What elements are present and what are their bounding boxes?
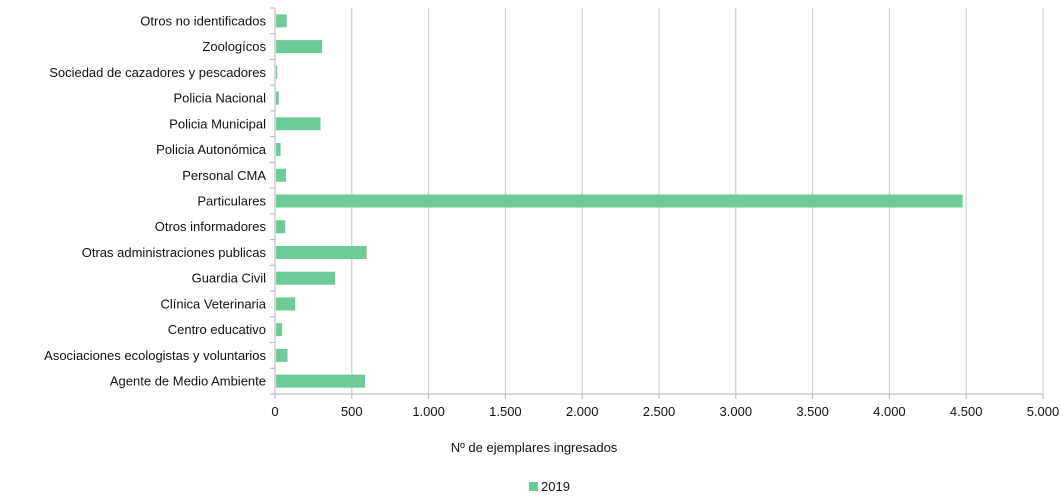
legend: 2019 [529, 479, 570, 494]
category-label: Zoologícos [202, 39, 266, 54]
bar [276, 168, 286, 182]
category-label: Otros informadores [155, 219, 267, 234]
x-tick-label: 4.000 [873, 404, 906, 419]
category-label: Particulares [197, 194, 266, 209]
bar [276, 91, 279, 105]
bar [276, 245, 367, 259]
category-label: Otras administraciones publicas [82, 245, 267, 260]
bar [276, 271, 336, 285]
legend-swatch [529, 482, 538, 491]
bar [276, 40, 323, 54]
bar [276, 65, 278, 79]
bar [276, 297, 296, 311]
category-label: Personal CMA [182, 168, 266, 183]
x-tick-label: 4.500 [950, 404, 983, 419]
category-label: Policia Nacional [174, 91, 267, 106]
bars [276, 14, 963, 388]
category-label: Policia Autonómica [156, 142, 267, 157]
bar [276, 14, 287, 28]
bar [276, 220, 286, 234]
bar [276, 194, 963, 208]
category-labels: Otros no identificados Zoologícos Sociedad… [44, 13, 267, 388]
category-label: Asociaciones ecologistas y voluntarios [44, 348, 266, 363]
x-axis-title: Nº de ejemplares ingresados [451, 440, 618, 455]
x-tick-label: 3.000 [720, 404, 753, 419]
legend-label-2019: 2019 [541, 479, 570, 494]
x-tick-label: 2.500 [643, 404, 676, 419]
category-label: Centro educativo [168, 322, 266, 337]
x-tick-label: 2.000 [566, 404, 599, 419]
x-tick-label: 3.500 [796, 404, 829, 419]
bar [276, 143, 281, 157]
bar [276, 117, 321, 131]
category-label: Guardia Civil [192, 271, 267, 286]
x-tick-label: 0 [271, 404, 278, 419]
x-tick-labels: 0 500 1.000 1.500 2.000 2.500 3.000 3.500 4.000 4… [271, 404, 1059, 419]
bar [276, 348, 288, 362]
x-tick-label: 500 [341, 404, 363, 419]
bar [276, 374, 366, 388]
x-tick-label: 1.000 [412, 404, 445, 419]
category-label: Policia Municipal [169, 116, 266, 131]
category-label: Clínica Veterinaria [161, 296, 267, 311]
x-tick-label: 1.500 [489, 404, 522, 419]
bar [276, 323, 283, 337]
x-tick-label: 5.000 [1027, 404, 1060, 419]
category-label: Otros no identificados [140, 13, 266, 28]
category-label: Agente de Medio Ambiente [110, 374, 266, 389]
category-label: Sociedad de cazadores y pescadores [49, 65, 266, 80]
axes [270, 7, 1044, 399]
